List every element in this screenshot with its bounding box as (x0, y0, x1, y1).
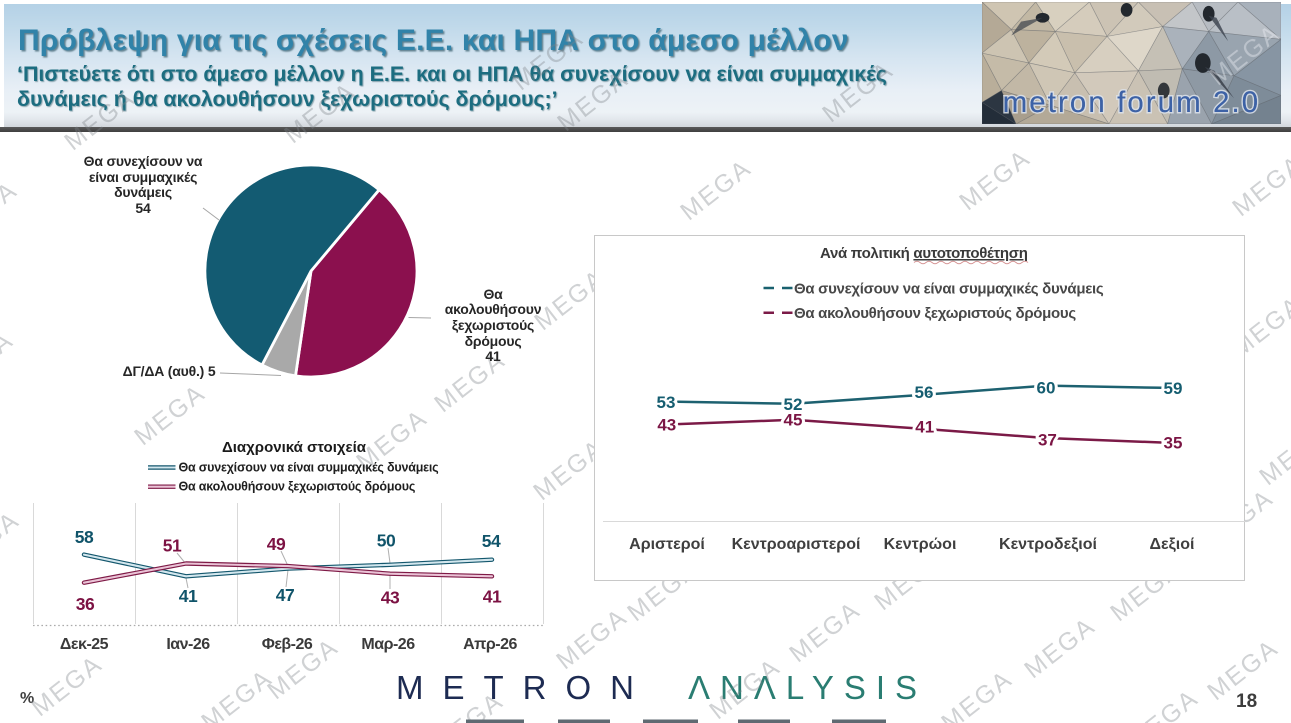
svg-text:35: 35 (1164, 434, 1183, 453)
svg-text:49: 49 (267, 534, 286, 554)
svg-text:37: 37 (1038, 431, 1057, 450)
svg-text:Κεντρώοι: Κεντρώοι (884, 536, 957, 553)
svg-text:δυνάμεις: δυνάμεις (114, 184, 172, 200)
svg-text:56: 56 (915, 383, 934, 402)
svg-text:41: 41 (483, 587, 502, 607)
svg-text:metron forum 2.0: metron forum 2.0 (1003, 86, 1261, 119)
svg-text:43: 43 (381, 588, 400, 608)
svg-text:41: 41 (915, 418, 934, 437)
svg-text:Κεντροαριστεροί: Κεντροαριστεροί (732, 536, 861, 553)
svg-text:Θα ακολουθήσουν ξεχωριστούς δρ: Θα ακολουθήσουν ξεχωριστούς δρόμους (179, 480, 416, 494)
svg-text:δρόμους: δρόμους (465, 333, 522, 349)
svg-text:50: 50 (377, 531, 396, 551)
svg-text:Διαχρονικά στοιχεία: Διαχρονικά στοιχεία (222, 439, 367, 456)
svg-text:ακολουθήσουν: ακολουθήσουν (445, 301, 542, 317)
svg-text:41: 41 (179, 586, 198, 606)
svg-text:Ιαν-26: Ιαν-26 (166, 636, 210, 653)
svg-text:60: 60 (1037, 378, 1056, 397)
svg-text:ξεχωριστούς: ξεχωριστούς (452, 317, 534, 333)
svg-text:metron forum 2.0: metron forum 2.0 (1003, 86, 1261, 119)
svg-text:Ανά πολιτική αυτοτοποθέτηση: Ανά πολιτική αυτοτοποθέτηση (820, 245, 1028, 262)
svg-text:59: 59 (1164, 379, 1183, 398)
svg-text:36: 36 (76, 594, 95, 614)
svg-text:Δεξιοί: Δεξιοί (1150, 536, 1195, 553)
svg-text:είναι συμμαχικές: είναι συμμαχικές (89, 169, 197, 185)
svg-text:Απρ-26: Απρ-26 (463, 636, 517, 653)
svg-text:Θα συνεχίσουν να είναι συμμαχι: Θα συνεχίσουν να είναι συμμαχικές δυνάμε… (794, 281, 1104, 298)
svg-text:52: 52 (784, 395, 803, 414)
svg-text:Κεντροδεξιοί: Κεντροδεξιοί (999, 536, 1097, 553)
svg-text:Θα συνεχίσουν να: Θα συνεχίσουν να (84, 153, 203, 169)
svg-text:58: 58 (75, 527, 94, 547)
svg-text:Θα ακολουθήσουν ξεχωριστούς δρ: Θα ακολουθήσουν ξεχωριστούς δρόμους (794, 305, 1076, 322)
svg-text:54: 54 (135, 200, 151, 216)
svg-text:Δεκ-25: Δεκ-25 (60, 636, 109, 653)
svg-text:ΔΓ/ΔΑ (αυθ.) 5: ΔΓ/ΔΑ (αυθ.) 5 (123, 363, 216, 379)
svg-text:54: 54 (482, 531, 501, 551)
svg-text:47: 47 (276, 585, 294, 605)
svg-text:51: 51 (163, 536, 182, 556)
svg-text:53: 53 (657, 393, 676, 412)
svg-text:Θα συνεχίσουν να είναι συμμαχι: Θα συνεχίσουν να είναι συμμαχικές δυνάμε… (179, 461, 439, 475)
svg-text:Μαρ-26: Μαρ-26 (361, 636, 415, 653)
svg-text:Θα: Θα (483, 286, 503, 302)
svg-text:Φεβ-26: Φεβ-26 (262, 636, 313, 653)
svg-text:43: 43 (657, 416, 676, 435)
svg-text:Αριστεροί: Αριστεροί (629, 536, 705, 553)
svg-text:45: 45 (784, 410, 803, 429)
svg-text:41: 41 (485, 348, 501, 364)
